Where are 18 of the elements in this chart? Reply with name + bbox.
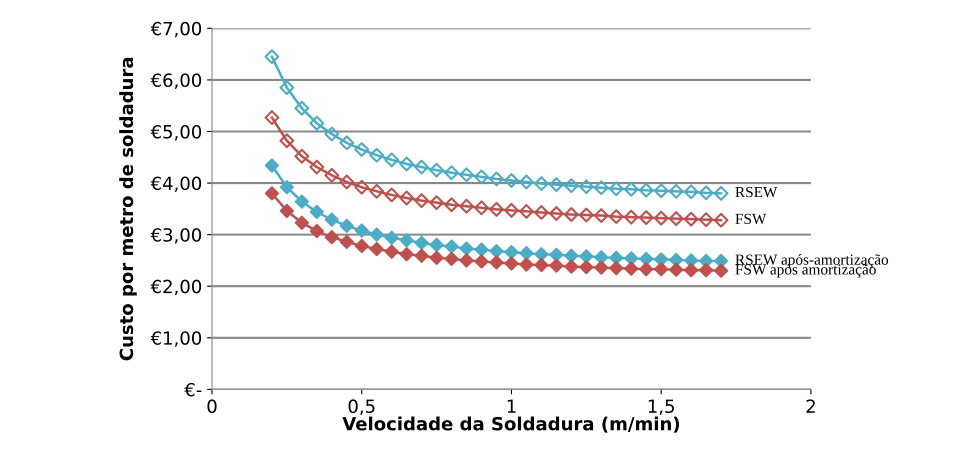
y-tick-label: €-: [184, 382, 202, 396]
y-tick-label: €2,00: [150, 280, 202, 296]
x-axis-title: Velocidade da Soldadura (m/min): [342, 416, 680, 433]
y-tick-label: €5,00: [150, 124, 202, 140]
y-tick-label: €7,00: [150, 22, 202, 38]
x-tick-label: 0,5: [348, 399, 375, 415]
y-tick-label: €3,00: [150, 228, 202, 244]
y-axis-title: Custo por metro de soldadura: [119, 58, 137, 360]
x-tick-label: 0: [207, 399, 217, 414]
series-label: RSEW: [735, 186, 778, 198]
x-tick-label: 2: [806, 399, 815, 413]
x-tick-label: 1: [508, 400, 516, 413]
y-tick-label: €1,00: [150, 331, 202, 347]
y-tick-label: €4,00: [150, 176, 202, 192]
x-tick-label: 1,5: [648, 400, 674, 415]
series-label: FSW: [735, 214, 766, 224]
point: [264, 186, 279, 200]
y-tick-label: €6,00: [150, 73, 202, 89]
